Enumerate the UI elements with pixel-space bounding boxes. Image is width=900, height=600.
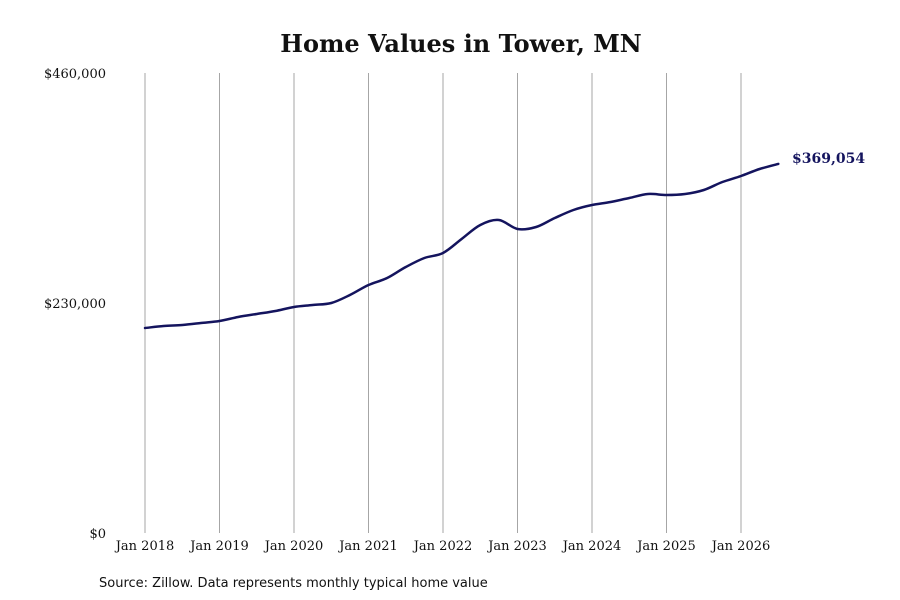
y-axis-tick-labels: $0 $230,000 $460,000 bbox=[44, 67, 106, 542]
x-tick-label: Jan 2026 bbox=[710, 539, 771, 554]
y-tick-label: $460,000 bbox=[44, 67, 106, 82]
latest-value-label: $369,054 bbox=[792, 151, 865, 167]
x-tick-label: Jan 2025 bbox=[635, 539, 696, 554]
home-value-series-line bbox=[143, 162, 780, 330]
y-tick-label: $230,000 bbox=[44, 297, 106, 312]
x-tick-label: Jan 2018 bbox=[114, 539, 175, 554]
vertical-gridlines bbox=[144, 73, 742, 533]
source-note: Source: Zillow. Data represents monthly … bbox=[99, 576, 488, 591]
chart-title: Home Values in Tower, MN bbox=[280, 29, 641, 58]
x-axis-tick-labels: Jan 2018 Jan 2019 Jan 2020 Jan 2021 Jan 2022… bbox=[114, 539, 771, 554]
x-tick-label: Jan 2019 bbox=[188, 539, 249, 554]
x-tick-label: Jan 2022 bbox=[412, 539, 473, 554]
x-tick-label: Jan 2021 bbox=[337, 539, 398, 554]
x-tick-label: Jan 2020 bbox=[263, 539, 324, 554]
y-tick-label: $0 bbox=[89, 527, 106, 542]
x-tick-label: Jan 2024 bbox=[561, 539, 622, 554]
x-tick-label: Jan 2023 bbox=[486, 539, 547, 554]
